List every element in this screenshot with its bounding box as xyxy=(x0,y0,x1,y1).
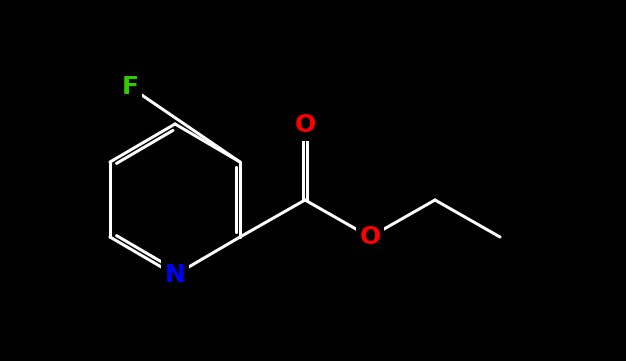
Text: O: O xyxy=(294,113,316,137)
Text: F: F xyxy=(121,75,138,99)
Text: O: O xyxy=(359,225,381,249)
Text: N: N xyxy=(165,263,185,287)
